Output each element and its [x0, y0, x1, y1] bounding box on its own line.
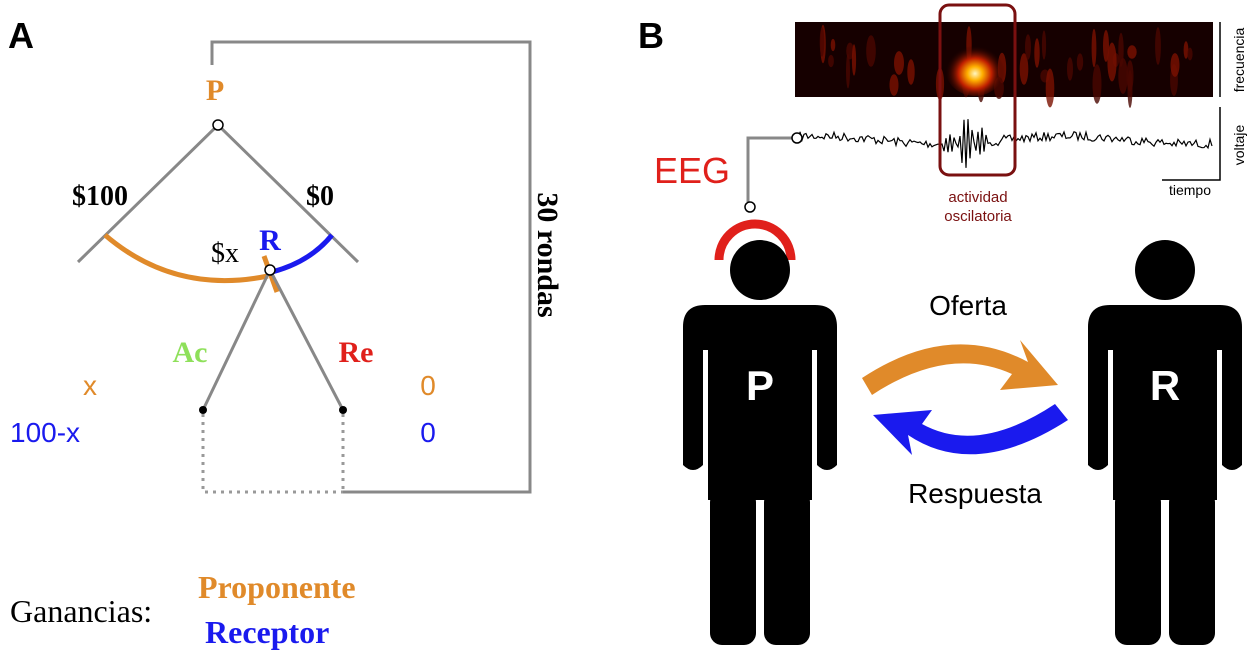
voltage-label: voltaje — [1231, 125, 1247, 166]
time-label: tiempo — [1169, 182, 1211, 198]
proposer-figure: P — [683, 240, 837, 645]
highlight-box — [938, 3, 1017, 177]
response-arrow — [873, 404, 1068, 455]
responder-node — [264, 264, 276, 276]
panel-label: A — [8, 15, 34, 56]
left-offer: $100 — [72, 181, 128, 212]
node — [744, 201, 756, 213]
responder-label: R — [259, 224, 281, 257]
offer-arc-receptor — [271, 233, 334, 275]
highlight-label: actividad — [948, 189, 1007, 206]
spectrogram-streak — [1127, 45, 1137, 59]
leg — [764, 490, 810, 645]
offer-arrow — [862, 340, 1058, 395]
branch — [268, 269, 345, 411]
loop-line — [210, 40, 532, 494]
payoff-receptor: 100-x — [10, 417, 80, 448]
legend-receptor: Receptor — [205, 614, 329, 650]
dotted-line — [201, 414, 343, 494]
spectrogram-streak — [1170, 53, 1180, 77]
responder-letter: R — [1150, 362, 1180, 409]
leg — [710, 490, 756, 645]
payoff-receptor: 0 — [420, 417, 436, 448]
legend-title: Ganancias: — [10, 593, 152, 629]
spectrogram-streak — [830, 38, 836, 52]
offer-label: Oferta — [929, 290, 1007, 321]
response-label: Respuesta — [908, 478, 1042, 509]
spectrogram-streak — [866, 35, 876, 67]
spectrogram-streak — [1126, 60, 1134, 92]
legend-proposer: Proponente — [198, 569, 356, 605]
spectrogram-streak — [1183, 41, 1189, 59]
spectrogram-streak — [1091, 28, 1097, 68]
reject-label: Re — [339, 336, 374, 369]
spectrogram-streak — [1155, 27, 1161, 65]
spectrogram-streak — [1025, 34, 1031, 60]
spectrogram-streak — [1187, 47, 1193, 61]
spectrogram-streak — [1118, 58, 1128, 94]
spectrogram-streak — [1076, 53, 1084, 71]
branch — [76, 123, 220, 264]
spectrogram-streak — [1107, 42, 1117, 82]
torso — [683, 305, 837, 500]
spectrogram-streak — [1067, 57, 1073, 81]
responder-figure: R — [1088, 240, 1242, 645]
frequency-label: frecuencia — [1231, 27, 1247, 92]
rounds-label: 30 rondas — [531, 192, 564, 317]
spectrogram-blobs — [819, 24, 1193, 108]
spectrogram-streak — [1103, 30, 1109, 62]
node — [791, 132, 803, 144]
leg — [1115, 490, 1161, 645]
leaf — [199, 406, 207, 414]
panel-label: B — [638, 15, 664, 56]
branch — [201, 269, 272, 411]
offer-label: $x — [211, 238, 239, 269]
eeg-label: EEG — [654, 150, 730, 191]
spectrogram-hotspot — [945, 40, 1005, 96]
axis-line — [1162, 107, 1221, 181]
spectrogram-streak — [1041, 30, 1047, 60]
leg — [1169, 490, 1215, 645]
spectrogram-streak — [1045, 68, 1055, 108]
spectrogram-streak — [1019, 53, 1029, 85]
torso — [1088, 305, 1242, 500]
headset — [714, 219, 796, 261]
branch — [216, 123, 360, 264]
spectrogram-streak — [889, 74, 899, 96]
accept-label: Ac — [173, 336, 208, 369]
head — [1135, 240, 1195, 300]
spectrogram-streak — [894, 51, 904, 75]
highlight-label: oscilatoria — [944, 208, 1012, 225]
offer-arc-proposer — [103, 233, 269, 284]
spectrogram-streak — [1034, 38, 1040, 68]
head — [730, 240, 790, 300]
proposer-letter: P — [746, 362, 774, 409]
right-offer: $0 — [306, 181, 334, 212]
spectrogram-streak — [1092, 64, 1102, 104]
spectrogram-streak — [828, 54, 834, 68]
eeg-trace — [799, 119, 1213, 168]
payoff-proposer: x — [83, 370, 97, 401]
electrode-wire — [746, 136, 792, 202]
root-node — [212, 119, 224, 131]
leaf — [339, 406, 347, 414]
spectrogram-streak — [907, 59, 915, 85]
spectrogram-streak — [851, 44, 857, 76]
root-label: P — [206, 74, 224, 107]
spectrogram-streak — [846, 53, 850, 89]
spectrogram-streak — [819, 27, 825, 57]
payoff-proposer: 0 — [420, 370, 436, 401]
